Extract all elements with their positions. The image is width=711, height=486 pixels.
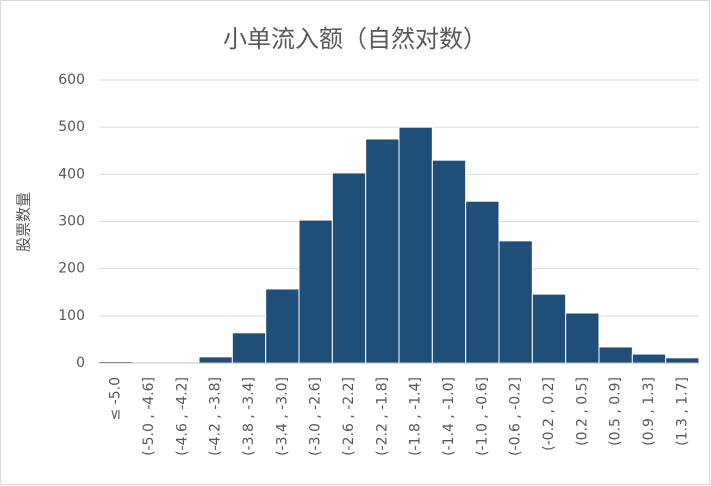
bar [598, 346, 633, 364]
bar [231, 332, 267, 364]
bar [331, 172, 367, 364]
bar [665, 357, 700, 364]
bar [198, 356, 233, 364]
y-tick-label: 100 [58, 308, 85, 324]
x-tick-label: (-0.6 , -0.2] [508, 377, 524, 456]
bar [631, 353, 667, 364]
bar [498, 240, 533, 364]
bar [265, 288, 300, 364]
x-tick-label: (-5.0 , -4.6] [141, 377, 157, 456]
x-tick-label: (-1.8 , -1.4] [408, 377, 424, 456]
x-tick-label: (-4.6 , -4.2] [174, 377, 190, 456]
x-tick-label: (0.9 , 1.3] [641, 377, 657, 446]
x-tick-label: (-0.2 , 0.2] [541, 377, 557, 451]
bar [565, 312, 600, 364]
y-tick-label: 500 [58, 119, 85, 135]
x-tick-label: (1.3 , 1.7] [674, 377, 690, 446]
bar [365, 138, 400, 364]
y-tick-label: 400 [58, 166, 85, 182]
x-tick-label: (-2.6 , -2.2] [341, 377, 357, 456]
y-axis-label: 股票数量 [15, 192, 33, 252]
bar [398, 126, 433, 364]
x-tick-label: ≤ -5.0 [108, 377, 124, 421]
x-tick-label: (0.2 , 0.5] [574, 377, 590, 446]
x-tick-label: (-4.2 , -3.8] [208, 377, 224, 456]
bar [465, 200, 500, 364]
x-tick-label: (-3.0 , -2.6] [308, 377, 324, 456]
x-tick-label: (0.5 , 0.9] [608, 377, 624, 446]
chart-title: 小单流入额（自然对数） [223, 25, 487, 53]
x-tick-label: (-3.8 , -3.4] [241, 377, 257, 456]
x-tick-label: (-1.0 , -0.6] [474, 377, 490, 456]
y-tick-label: 0 [76, 355, 85, 371]
bar [431, 159, 467, 364]
x-tick-label: (-3.4 , -3.0] [274, 377, 290, 456]
x-tick-label: (-1.4 , -1.0] [441, 377, 457, 456]
y-tick-label: 600 [58, 72, 85, 88]
y-tick-label: 300 [58, 214, 85, 230]
y-tick-label: 200 [58, 261, 85, 277]
bar [298, 219, 333, 364]
bar [531, 293, 567, 364]
x-tick-label: (-2.2 , -1.8] [374, 377, 390, 456]
